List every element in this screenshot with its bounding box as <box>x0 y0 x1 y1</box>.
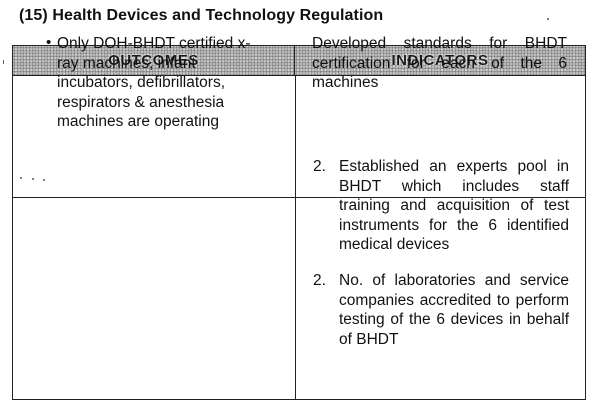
indicator-2-text: Established an experts pool in BHDT whic… <box>339 158 569 253</box>
scan-speck <box>3 60 4 64</box>
outcome-text: Only DOH-BHDT certified x-ray machines, … <box>57 35 251 130</box>
row-divider <box>13 197 585 198</box>
indicators-header: INDICATORS <box>295 46 585 76</box>
outcomes-header: OUTCOMES <box>13 46 295 76</box>
bullet-icon: • <box>46 34 52 51</box>
scan-speck <box>43 179 45 181</box>
outcomes-indicators-table: OUTCOMES INDICATORS <box>12 45 586 400</box>
indicator-1-text: Developed standards for BHDT certificati… <box>312 35 567 91</box>
section-title: (15) Health Devices and Technology Regul… <box>19 7 384 24</box>
scan-speck <box>32 178 34 180</box>
scan-speck <box>547 18 549 20</box>
indicator-3-text: No. of laboratories and service companie… <box>339 272 569 348</box>
indicator-3-number: 2. <box>313 272 326 289</box>
scan-speck <box>20 177 22 179</box>
column-divider <box>295 76 296 400</box>
indicator-2-number: 2. <box>313 158 326 175</box>
